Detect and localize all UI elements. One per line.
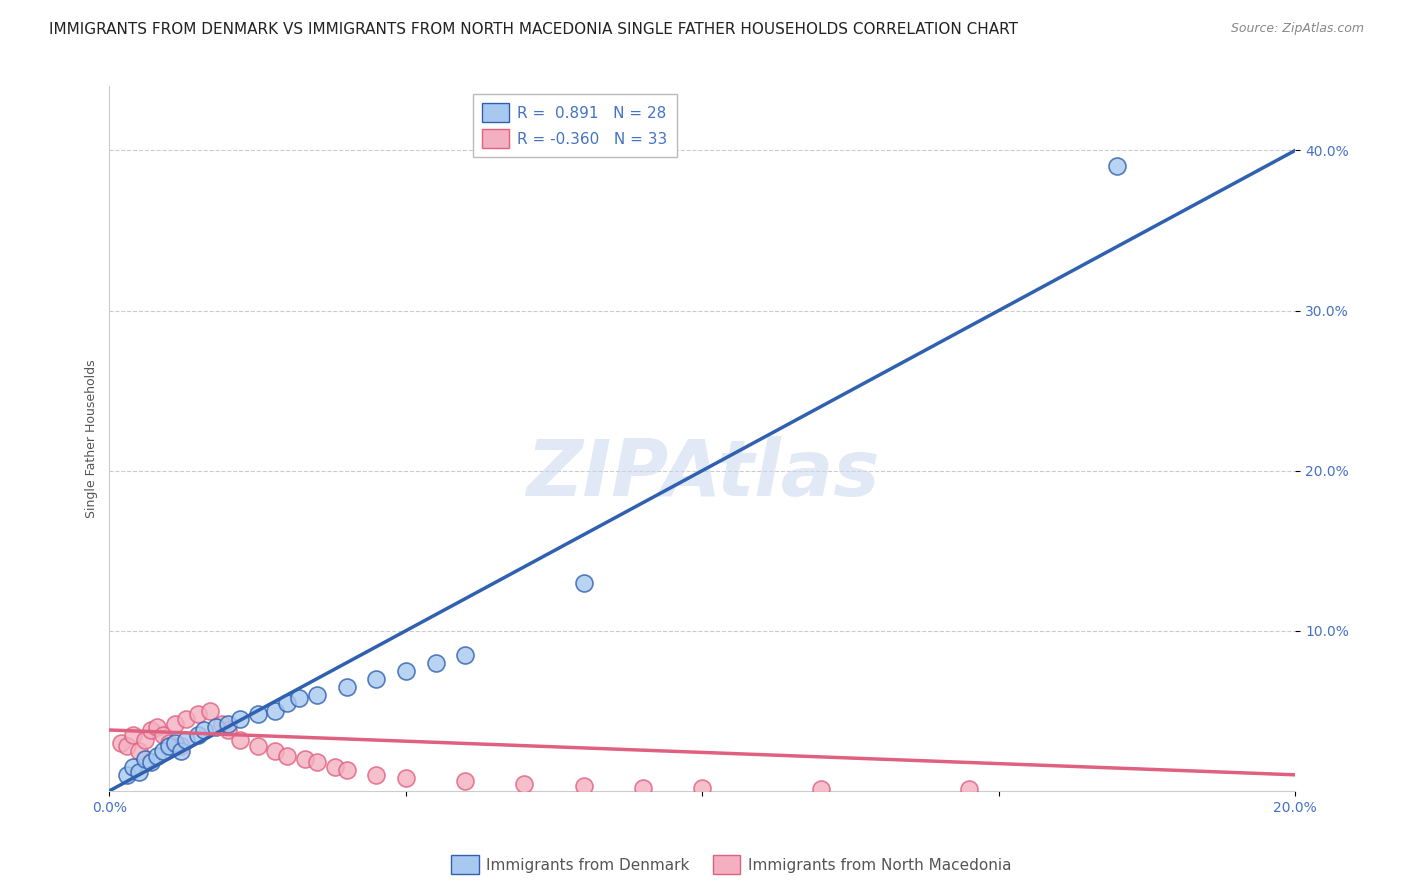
Point	[157, 736, 180, 750]
Point	[366, 768, 388, 782]
Point	[205, 720, 228, 734]
Point	[572, 575, 595, 590]
Point	[139, 755, 162, 769]
Legend: R =  0.891   N = 28, R = -0.360   N = 33: R = 0.891 N = 28, R = -0.360 N = 33	[472, 94, 676, 157]
Point	[115, 768, 138, 782]
Point	[246, 706, 269, 721]
Point	[157, 739, 180, 753]
Point	[395, 664, 418, 678]
Point	[163, 716, 186, 731]
Point	[229, 712, 252, 726]
Point	[134, 732, 156, 747]
Point	[110, 736, 132, 750]
Point	[1107, 160, 1129, 174]
Point	[366, 672, 388, 686]
Point	[128, 744, 150, 758]
Point	[631, 780, 654, 795]
Y-axis label: Single Father Households: Single Father Households	[86, 359, 98, 518]
Point	[217, 716, 239, 731]
Point	[572, 779, 595, 793]
Point	[146, 720, 169, 734]
Point	[152, 744, 174, 758]
Point	[211, 716, 233, 731]
Point	[152, 728, 174, 742]
Point	[810, 782, 832, 797]
Point	[217, 723, 239, 737]
Point	[187, 706, 209, 721]
Point	[335, 680, 357, 694]
Point	[176, 732, 198, 747]
Point	[187, 728, 209, 742]
Point	[193, 723, 215, 737]
Point	[305, 755, 328, 769]
Point	[692, 780, 714, 795]
Point	[169, 739, 191, 753]
Point	[323, 760, 346, 774]
Point	[134, 752, 156, 766]
Point	[122, 728, 145, 742]
Point	[957, 782, 980, 797]
Point	[305, 688, 328, 702]
Point	[276, 696, 298, 710]
Point	[294, 752, 316, 766]
Point	[176, 712, 198, 726]
Point	[229, 732, 252, 747]
Point	[425, 656, 447, 670]
Point	[395, 771, 418, 785]
Point	[454, 648, 477, 662]
Point	[335, 763, 357, 777]
Point	[264, 704, 287, 718]
Point	[513, 777, 536, 791]
Legend: Immigrants from Denmark, Immigrants from North Macedonia: Immigrants from Denmark, Immigrants from…	[444, 849, 1018, 880]
Point	[163, 736, 186, 750]
Point	[122, 760, 145, 774]
Point	[264, 744, 287, 758]
Point	[288, 690, 311, 705]
Point	[200, 704, 222, 718]
Point	[139, 723, 162, 737]
Point	[169, 744, 191, 758]
Point	[128, 764, 150, 779]
Text: Source: ZipAtlas.com: Source: ZipAtlas.com	[1230, 22, 1364, 36]
Point	[146, 748, 169, 763]
Point	[246, 739, 269, 753]
Text: ZIPAtlas: ZIPAtlas	[526, 436, 879, 512]
Point	[115, 739, 138, 753]
Text: IMMIGRANTS FROM DENMARK VS IMMIGRANTS FROM NORTH MACEDONIA SINGLE FATHER HOUSEHO: IMMIGRANTS FROM DENMARK VS IMMIGRANTS FR…	[49, 22, 1018, 37]
Point	[276, 748, 298, 763]
Point	[454, 774, 477, 789]
